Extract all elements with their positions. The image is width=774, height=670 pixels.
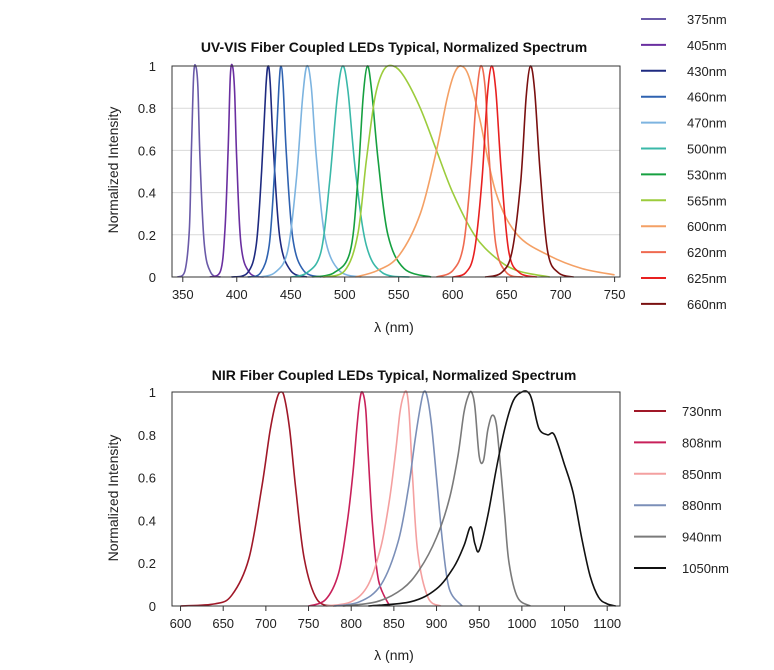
uv-vis-legend-label: 405nm: [687, 38, 727, 53]
nir-ticks: 600 650 700 750 800 850 900 950 1000 1050 1100 0 0.2…: [138, 385, 621, 631]
uv-vis-series-375nm: [176, 64, 221, 278]
uv-vis-legend-label: 430nm: [687, 64, 727, 79]
uv-vis-legend-label: 470nm: [687, 116, 727, 131]
nir-series-880nm: [333, 390, 463, 607]
uv-vis-legend-label: 500nm: [687, 142, 727, 157]
nir-x-tick-label: 1000: [507, 616, 536, 631]
uv-vis-y-tick-label: 0: [149, 270, 156, 285]
uv-vis-x-tick-label: 650: [496, 287, 518, 302]
uv-vis-x-axis-label: λ (nm): [374, 319, 414, 335]
nir-x-tick-label: 900: [426, 616, 448, 631]
uv-vis-x-tick-label: 550: [388, 287, 410, 302]
nir-plot-frame: [171, 391, 621, 607]
uv-vis-legend-label: 660nm: [687, 297, 727, 312]
nir-legend-label: 808nm: [682, 435, 722, 450]
nir-x-tick-label: 650: [212, 616, 234, 631]
nir-x-tick-label: 700: [255, 616, 277, 631]
nir-legend-label: 850nm: [682, 467, 722, 482]
uv-vis-y-tick-label: 0.8: [138, 101, 156, 116]
nir-y-tick-label: 1: [149, 385, 156, 400]
nir-x-tick-label: 800: [340, 616, 362, 631]
nir-series-940nm: [342, 390, 531, 607]
uv-vis-legend-label: 600nm: [687, 219, 727, 234]
uv-vis-legend-label: 530nm: [687, 167, 727, 182]
uv-vis-ticks: 350 400 450 500 550 600 650 700 750 0 0.2 0.4 0.6 0.8…: [138, 59, 626, 302]
uv-vis-legend-label: 460nm: [687, 90, 727, 105]
nir-x-tick-label: 850: [383, 616, 405, 631]
nir-series-1050nm: [368, 390, 616, 607]
uv-vis-legend-label: 375nm: [687, 12, 727, 27]
uv-vis-y-tick-label: 0.2: [138, 228, 156, 243]
nir-y-tick-label: 0: [149, 599, 156, 614]
uv-vis-x-tick-label: 450: [280, 287, 302, 302]
nir-x-tick-label: 1050: [550, 616, 579, 631]
nir-y-tick-label: 0.6: [138, 471, 156, 486]
uv-vis-x-tick-label: 350: [172, 287, 194, 302]
uv-vis-x-tick-label: 600: [442, 287, 464, 302]
uv-vis-x-tick-label: 700: [550, 287, 572, 302]
nir-legend-label: 940nm: [682, 530, 722, 545]
nir-chart-title: NIR Fiber Coupled LEDs Typical, Normaliz…: [212, 367, 577, 383]
nir-series-lines: [180, 390, 616, 607]
nir-legend-label: 880nm: [682, 498, 722, 513]
uv-vis-x-tick-label: 400: [226, 287, 248, 302]
uv-vis-legend-label: 565nm: [687, 193, 727, 208]
nir-x-tick-label: 950: [468, 616, 490, 631]
uv-vis-legend-label: 620nm: [687, 245, 727, 260]
nir-x-tick-label: 1100: [593, 616, 621, 631]
uv-vis-series-lines: [176, 63, 615, 278]
nir-x-tick-label: 750: [298, 616, 320, 631]
nir-chart: NIR Fiber Coupled LEDs Typical, Normaliz…: [105, 367, 729, 663]
uv-vis-legend-label: 625nm: [687, 271, 727, 286]
uv-vis-series-470nm: [258, 64, 362, 278]
nir-y-tick-label: 0.8: [138, 428, 156, 443]
uv-vis-y-tick-label: 1: [149, 59, 156, 74]
nir-x-tick-label: 600: [170, 616, 192, 631]
nir-x-axis-label: λ (nm): [374, 647, 414, 663]
nir-y-tick-label: 0.2: [138, 556, 156, 571]
nir-y-axis-label: Normalized Intensity: [105, 435, 121, 562]
nir-y-tick-label: 0.4: [138, 513, 156, 528]
uv-vis-y-tick-label: 0.4: [138, 186, 156, 201]
uv-vis-series-625nm: [452, 65, 538, 278]
uv-vis-y-tick-label: 0.6: [138, 143, 156, 158]
uv-vis-series-565nm: [322, 64, 550, 278]
uv-vis-chart: UV-VIS Fiber Coupled LEDs Typical, Norma…: [105, 12, 727, 335]
uv-vis-x-tick-label: 500: [334, 287, 356, 302]
nir-legend: 730nm 808nm 850nm 880nm 940nm 1050nm: [634, 404, 729, 576]
nir-legend-label: 730nm: [682, 404, 722, 419]
uv-vis-x-tick-label: 750: [604, 287, 626, 302]
uv-vis-legend: 375nm 405nm 430nm 460nm 470nm 500nm 530nm 565nm…: [641, 12, 727, 312]
uv-vis-series-460nm: [247, 65, 322, 278]
nir-legend-label: 1050nm: [682, 561, 729, 576]
uv-vis-chart-title: UV-VIS Fiber Coupled LEDs Typical, Norma…: [201, 39, 587, 55]
nir-series-850nm: [325, 390, 442, 607]
uv-vis-series-620nm: [436, 64, 523, 278]
nir-series-730nm: [180, 391, 335, 607]
uv-vis-y-axis-label: Normalized Intensity: [105, 107, 121, 234]
uv-vis-plot-frame: [171, 65, 621, 278]
nir-series-808nm: [308, 390, 391, 607]
